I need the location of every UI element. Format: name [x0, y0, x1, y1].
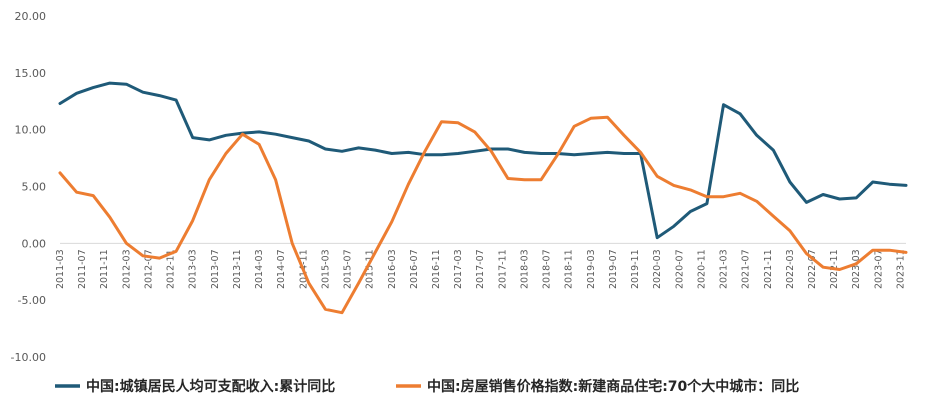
x-tick-label: 2019-07 — [608, 249, 619, 289]
x-tick-label: 2015-07 — [343, 249, 354, 289]
x-tick-label: 2011-11 — [99, 249, 110, 289]
legend-label-income: 中国:城镇居民人均可支配收入:累计同比 — [86, 378, 335, 395]
series-line-housing-price — [58, 115, 908, 315]
x-tick-label: 2021-03 — [719, 249, 730, 289]
x-tick-label: 2012-07 — [143, 249, 154, 289]
series-layer — [58, 81, 908, 315]
x-tick-label: 2018-03 — [519, 249, 530, 289]
x-tick-label: 2017-11 — [497, 249, 508, 289]
x-tick-label: 2016-03 — [387, 249, 398, 289]
x-tick-label: 2022-03 — [785, 249, 796, 289]
y-tick-label: 10.00 — [15, 124, 47, 137]
x-tick-label: 2020-07 — [674, 249, 685, 289]
x-tick-label: 2023-11 — [895, 249, 906, 289]
x-tick-label: 2019-03 — [586, 249, 597, 289]
x-tick-label: 2019-11 — [630, 249, 641, 289]
y-tick-label: -5.00 — [18, 294, 46, 307]
x-tick-label: 2021-11 — [763, 249, 774, 289]
x-tick-label: 2023-03 — [851, 249, 862, 289]
y-tick-label: -10.00 — [11, 351, 46, 364]
x-tick-label: 2015-03 — [320, 249, 331, 289]
x-tick-label: 2022-07 — [807, 249, 818, 289]
y-tick-label: 15.00 — [15, 67, 47, 80]
y-tick-label: 5.00 — [22, 181, 47, 194]
x-tick-label: 2020-11 — [696, 249, 707, 289]
x-tick-label: 2011-07 — [77, 249, 88, 289]
y-tick-label: 20.00 — [15, 10, 47, 23]
y-axis-ticks: 20.00 15.00 10.00 5.00 0.00 -5.00 -10.00 — [11, 10, 46, 364]
x-tick-label: 2016-07 — [409, 249, 420, 289]
x-tick-label: 2023-07 — [873, 249, 884, 289]
x-tick-label: 2011-03 — [55, 249, 66, 289]
x-tick-label: 2016-11 — [431, 249, 442, 289]
x-tick-label: 2012-11 — [166, 249, 177, 289]
x-tick-label: 2013-07 — [210, 249, 221, 289]
x-tick-label: 2014-03 — [254, 249, 265, 289]
legend-label-housing: 中国:房屋销售价格指数:新建商品住宅:70个大中城市：同比 — [427, 378, 799, 395]
y-tick-label: 0.00 — [22, 237, 47, 250]
x-tick-label: 2017-03 — [453, 249, 464, 289]
legend: 中国:城镇居民人均可支配收入:累计同比 中国:房屋销售价格指数:新建商品住宅:7… — [55, 378, 799, 395]
x-tick-label: 2021-07 — [741, 249, 752, 289]
x-tick-label: 2018-11 — [564, 249, 575, 289]
legend-item-income: 中国:城镇居民人均可支配收入:累计同比 — [55, 378, 335, 395]
x-tick-label: 2014-07 — [276, 249, 287, 289]
x-tick-label: 2012-03 — [121, 249, 132, 289]
x-axis-ticks: 2011-03 2011-07 2011-11 2012-03 2012-07 2012-… — [55, 249, 906, 289]
legend-item-housing: 中国:房屋销售价格指数:新建商品住宅:70个大中城市：同比 — [396, 378, 799, 395]
x-tick-label: 2017-07 — [475, 249, 486, 289]
x-tick-label: 2013-11 — [232, 249, 243, 289]
x-tick-label: 2020-03 — [652, 249, 663, 289]
x-tick-label: 2013-03 — [188, 249, 199, 289]
x-tick-label: 2015-11 — [365, 249, 376, 289]
x-tick-label: 2018-07 — [542, 249, 553, 289]
series-line-income — [58, 81, 908, 240]
